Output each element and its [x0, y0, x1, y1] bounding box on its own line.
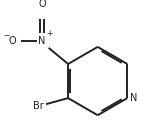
- Text: −: −: [3, 31, 10, 40]
- Text: +: +: [46, 29, 52, 38]
- Text: N: N: [38, 36, 46, 46]
- Text: Br: Br: [33, 101, 44, 111]
- Text: N: N: [130, 93, 137, 103]
- Text: O: O: [9, 36, 16, 46]
- Text: O: O: [38, 0, 46, 9]
